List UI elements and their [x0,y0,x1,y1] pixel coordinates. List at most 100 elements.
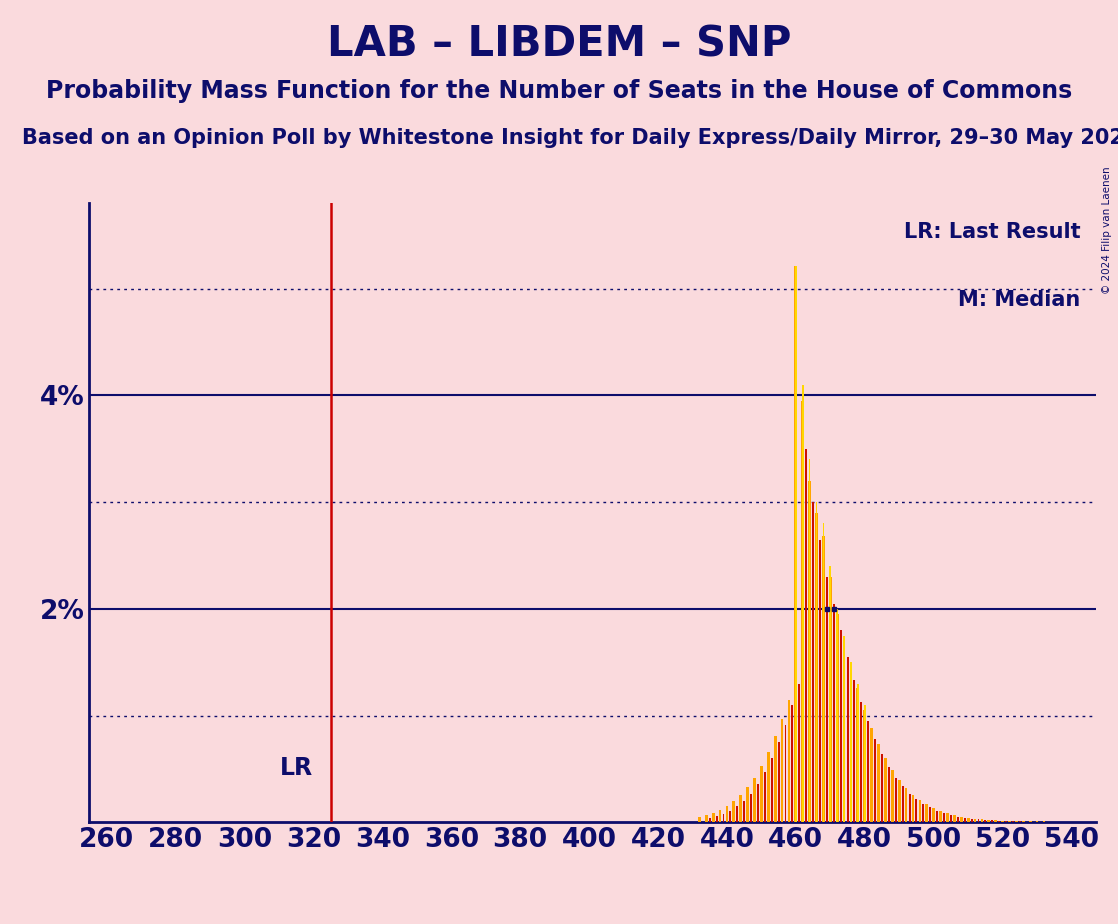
Bar [787,699,790,822]
Bar [946,813,949,822]
Bar [828,577,832,822]
Bar [709,818,711,822]
Bar [998,821,1001,822]
Bar [767,752,769,822]
Bar [974,820,976,822]
Bar [967,818,969,822]
Bar [698,817,701,822]
Bar [863,711,866,822]
Bar [1029,821,1032,822]
Bar [987,821,991,822]
Bar [1018,821,1021,822]
Bar [760,766,762,822]
Bar [722,814,724,822]
Bar [802,401,804,822]
Bar [737,807,738,822]
Bar [922,804,925,822]
Bar [858,684,859,822]
Bar [911,795,915,822]
Bar [822,536,825,822]
Bar [868,721,869,822]
Bar [850,664,852,822]
Bar [770,759,773,822]
Bar [795,266,797,822]
Bar [833,603,835,822]
Bar [1015,821,1017,822]
Bar [1022,821,1025,822]
Bar [985,821,986,822]
Bar [726,807,728,822]
Bar [798,684,800,822]
Bar [1043,821,1045,822]
Bar [861,701,862,822]
Bar [812,502,814,822]
Bar [1012,821,1014,822]
Bar [754,777,756,822]
Bar [815,513,818,822]
Bar [957,817,959,822]
Bar [1008,821,1011,822]
Bar [909,794,910,822]
Text: LAB – LIBDEM – SNP: LAB – LIBDEM – SNP [326,23,792,65]
Bar [816,502,817,822]
Bar [1035,821,1039,822]
Bar [926,804,928,822]
Bar [898,780,901,822]
Bar [732,801,736,822]
Bar [960,817,963,822]
Bar [888,767,890,822]
Bar [836,609,838,822]
Bar [840,630,842,822]
Bar [805,449,807,822]
Bar [785,725,786,822]
Bar [843,641,845,822]
Bar [894,777,897,822]
Bar [853,680,855,822]
Bar [808,480,811,822]
Bar [980,820,984,822]
Bar [881,754,883,822]
Bar [850,663,852,822]
Bar [1005,821,1007,822]
Bar [950,815,951,822]
Bar [874,739,877,822]
Bar [936,810,938,822]
Bar [819,540,821,822]
Bar [729,810,731,822]
Bar [719,809,721,822]
Bar [919,800,921,822]
Bar [964,818,966,822]
Bar [830,566,831,822]
Text: Based on an Opinion Poll by Whitestone Insight for Daily Express/Daily Mirror, 2: Based on an Opinion Poll by Whitestone I… [22,128,1118,148]
Bar [916,799,918,822]
Text: © 2024 Filip van Laenen: © 2024 Filip van Laenen [1102,166,1112,294]
Bar [870,728,873,822]
Bar [994,821,997,822]
Bar [808,459,811,822]
Bar [792,705,794,822]
Bar [764,772,766,822]
Bar [846,657,849,822]
Bar [746,787,749,822]
Bar [823,524,824,822]
Bar [795,266,797,822]
Bar [856,687,860,822]
Bar [902,786,903,822]
Bar [743,801,745,822]
Text: Probability Mass Function for the Number of Seats in the House of Commons: Probability Mass Function for the Number… [46,79,1072,103]
Bar [929,808,931,822]
Bar [891,770,893,822]
Text: LR: Last Result: LR: Last Result [904,222,1080,242]
Text: LR: LR [281,756,313,780]
Bar [757,784,759,822]
Bar [884,759,887,822]
Bar [904,788,908,822]
Bar [780,719,784,822]
Bar [977,820,979,822]
Bar [878,745,880,822]
Bar [774,736,777,822]
Bar [939,810,942,822]
Text: M: Median: M: Median [958,290,1080,310]
Bar [932,808,935,822]
Bar [1002,821,1004,822]
